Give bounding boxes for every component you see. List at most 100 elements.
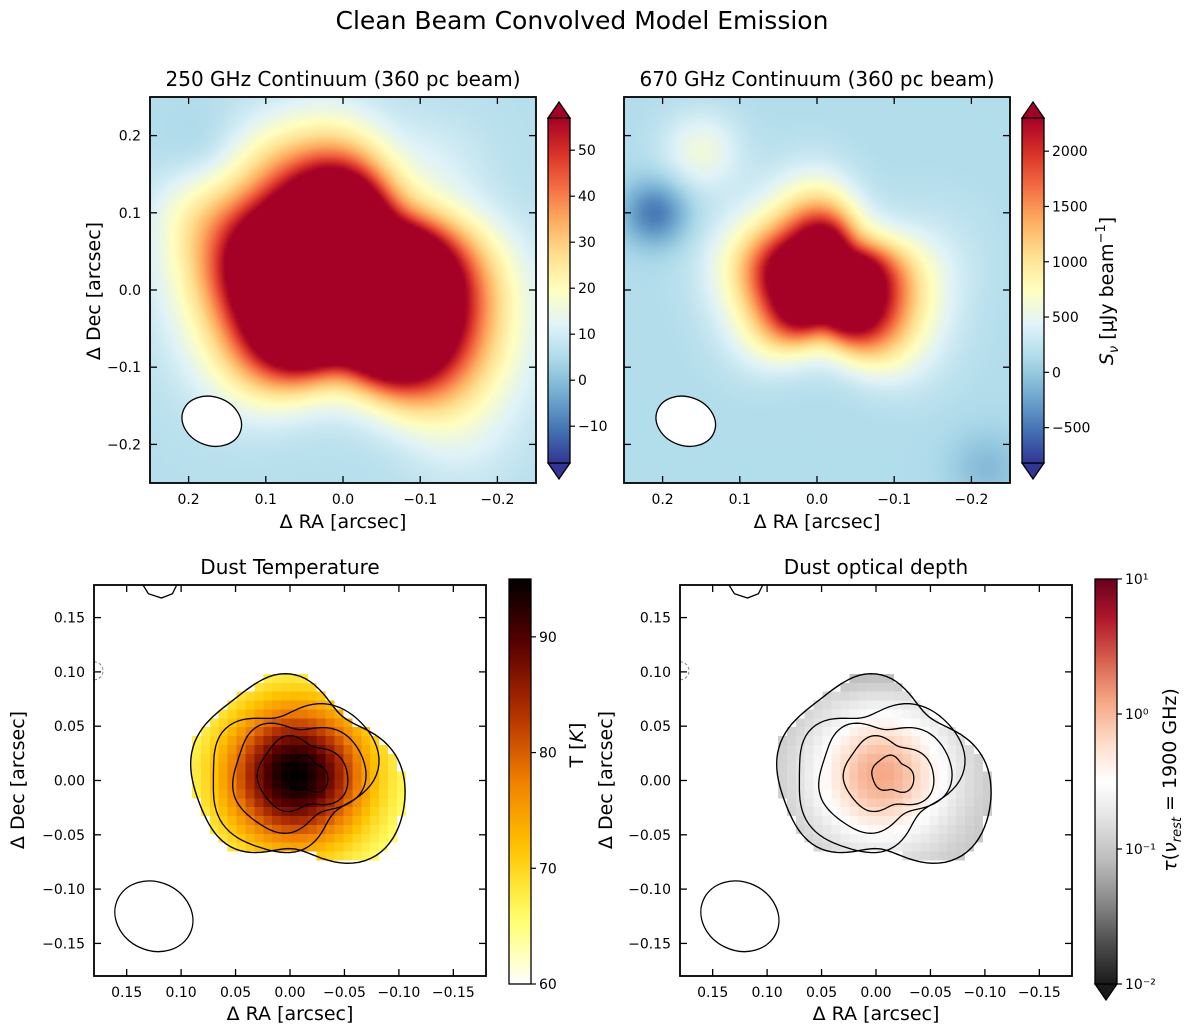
x-tick-label: 0.00 (274, 985, 305, 1001)
y-tick-label: −0.15 (42, 936, 85, 952)
y-tick-label: −0.1 (107, 360, 141, 376)
figure-suptitle: Clean Beam Convolved Model Emission (336, 6, 829, 35)
contour-level-1 (285, 754, 329, 793)
x-tick-label: −0.15 (432, 985, 475, 1001)
contour-level-4 (798, 703, 966, 854)
contour-level-1 (871, 754, 915, 793)
colorbar-tick-label: 30 (578, 235, 596, 251)
beam-ellipse (700, 880, 780, 953)
y-tick-label: −0.10 (628, 882, 671, 898)
colorbar-tick-label: 10¹ (1125, 572, 1148, 588)
y-tick-label: 0.00 (54, 774, 85, 790)
y-tick-label: 0.2 (119, 129, 141, 145)
panel-250ghz: 250 GHz Continuum (360 pc beam) 0.2 0.1 0.… (83, 67, 608, 533)
colorbar: 10⁻² 10⁻¹ 10⁰ 10¹ (1093, 572, 1156, 1002)
colorbar: −10 0 10 20 30 40 50 (546, 100, 608, 481)
y-axis-label: Δ Dec [arcsec] (595, 711, 617, 849)
colorbar-label: Sν [μJy beam−1] (1094, 217, 1122, 365)
x-tick-label: 0.15 (111, 985, 142, 1001)
beam-ellipse (655, 395, 717, 447)
y-tick-label: −0.10 (42, 882, 85, 898)
contour-outline (775, 672, 992, 865)
x-tick-label: −0.15 (1018, 985, 1061, 1001)
colorbar-tick-label: 0 (578, 373, 587, 389)
colorbar-tick-label: 2000 (1052, 144, 1088, 160)
x-tick-label: 0.00 (860, 985, 891, 1001)
colorbar: 60 70 80 90 (508, 578, 557, 993)
colorbar-extend-max (546, 100, 572, 119)
y-tick-label: −0.2 (107, 437, 141, 453)
x-tick-label: −0.1 (877, 492, 911, 508)
panel-marks: 0.15 0.10 0.05 0.00 −0.05 −0.10 −0.15 0.15 0.10 0… (628, 584, 1073, 1001)
colorbar-tick-label: 1000 (1052, 255, 1088, 271)
y-tick-label: 0.05 (54, 719, 85, 735)
x-tick-label: −0.05 (323, 985, 366, 1001)
x-tick-label: 0.2 (177, 492, 199, 508)
x-axis-label: Δ RA [arcsec] (754, 511, 881, 533)
y-tick-label: −0.05 (628, 828, 671, 844)
x-axis-label: Δ RA [arcsec] (227, 1003, 354, 1025)
x-tick-label: −0.10 (963, 985, 1006, 1001)
panel-dust-temperature: Dust Temperature 0.15 0.10 0.05 0.00 −0.05 −0… (7, 555, 588, 1025)
x-tick-label: 0.1 (255, 492, 277, 508)
panel-title: 670 GHz Continuum (360 pc beam) (640, 67, 995, 91)
x-tick-label: −0.10 (377, 985, 420, 1001)
colorbar: −500 0 500 1000 1500 2000 (1020, 100, 1090, 481)
colorbar-tick-label: 10 (578, 327, 596, 343)
x-tick-label: 0.0 (806, 492, 828, 508)
colorbar-extend-max (1020, 100, 1046, 119)
x-tick-label: 0.2 (651, 492, 673, 508)
x-tick-label: 0.10 (166, 985, 197, 1001)
colorbar-label: τ(νrest = 1900 GHz) (1159, 688, 1185, 872)
colorbar-tick-label: 10⁻¹ (1125, 842, 1156, 858)
panel-670ghz: 670 GHz Continuum (360 pc beam) 0.2 0.1 0.… (623, 67, 1122, 533)
colorbar-tick-label: 50 (578, 143, 596, 159)
y-tick-label: 0.10 (640, 665, 671, 681)
y-tick-label: −0.15 (628, 936, 671, 952)
colorbar-tick-label: 500 (1052, 310, 1079, 326)
contour-level-4 (212, 703, 380, 854)
contour-level-3 (232, 722, 367, 834)
beam-ellipse (114, 880, 194, 953)
colorbar-tick-label: −10 (578, 419, 608, 435)
contour-level-3 (818, 722, 953, 834)
panel-title: Dust Temperature (200, 555, 379, 579)
colorbar-extend-min (546, 462, 572, 481)
panel-marks: 0.2 0.1 0.0 −0.1 −0.2 (623, 96, 1011, 508)
contour-edge-fragment (728, 584, 764, 599)
colorbar-tick-label: 10⁰ (1125, 707, 1149, 723)
colorbar-extend-min (1093, 983, 1119, 1002)
x-tick-label: −0.05 (909, 985, 952, 1001)
panel-title: Dust optical depth (784, 555, 968, 579)
contour-level-2 (256, 735, 349, 813)
y-tick-label: 0.00 (640, 774, 671, 790)
colorbar-tick-label: 1500 (1052, 199, 1088, 215)
x-tick-label: −0.2 (954, 492, 988, 508)
x-tick-label: −0.2 (480, 492, 514, 508)
colorbar-tick-label: 70 (539, 861, 557, 877)
colorbar-body (1021, 117, 1045, 464)
x-tick-label: 0.0 (332, 492, 354, 508)
y-tick-label: 0.15 (54, 611, 85, 627)
panel-title: 250 GHz Continuum (360 pc beam) (166, 67, 521, 91)
y-tick-label: 0.15 (640, 611, 671, 627)
y-axis-label: Δ Dec [arcsec] (83, 222, 105, 360)
colorbar-tick-label: 0 (1052, 365, 1061, 381)
y-tick-label: −0.05 (42, 828, 85, 844)
y-axis-label: Δ Dec [arcsec] (7, 711, 29, 849)
x-axis-label: Δ RA [arcsec] (280, 511, 407, 533)
colorbar-label: T [K] (566, 723, 588, 769)
contour-edge-fragment (142, 584, 178, 599)
y-tick-label: 0.05 (640, 719, 671, 735)
colorbar-tick-label: 60 (539, 977, 557, 993)
colorbar-body (508, 578, 532, 985)
panel-marks: 0.15 0.10 0.05 0.00 −0.05 −0.10 −0.15 0.15 0.10 0… (42, 584, 487, 1001)
colorbar-tick-label: 40 (578, 189, 596, 205)
x-tick-label: 0.1 (729, 492, 751, 508)
colorbar-extend-min (1020, 462, 1046, 481)
y-tick-label: 0.10 (54, 665, 85, 681)
colorbar-tick-label: 20 (578, 281, 596, 297)
y-tick-label: 0.1 (119, 206, 141, 222)
y-tick-label: 0.0 (119, 283, 141, 299)
